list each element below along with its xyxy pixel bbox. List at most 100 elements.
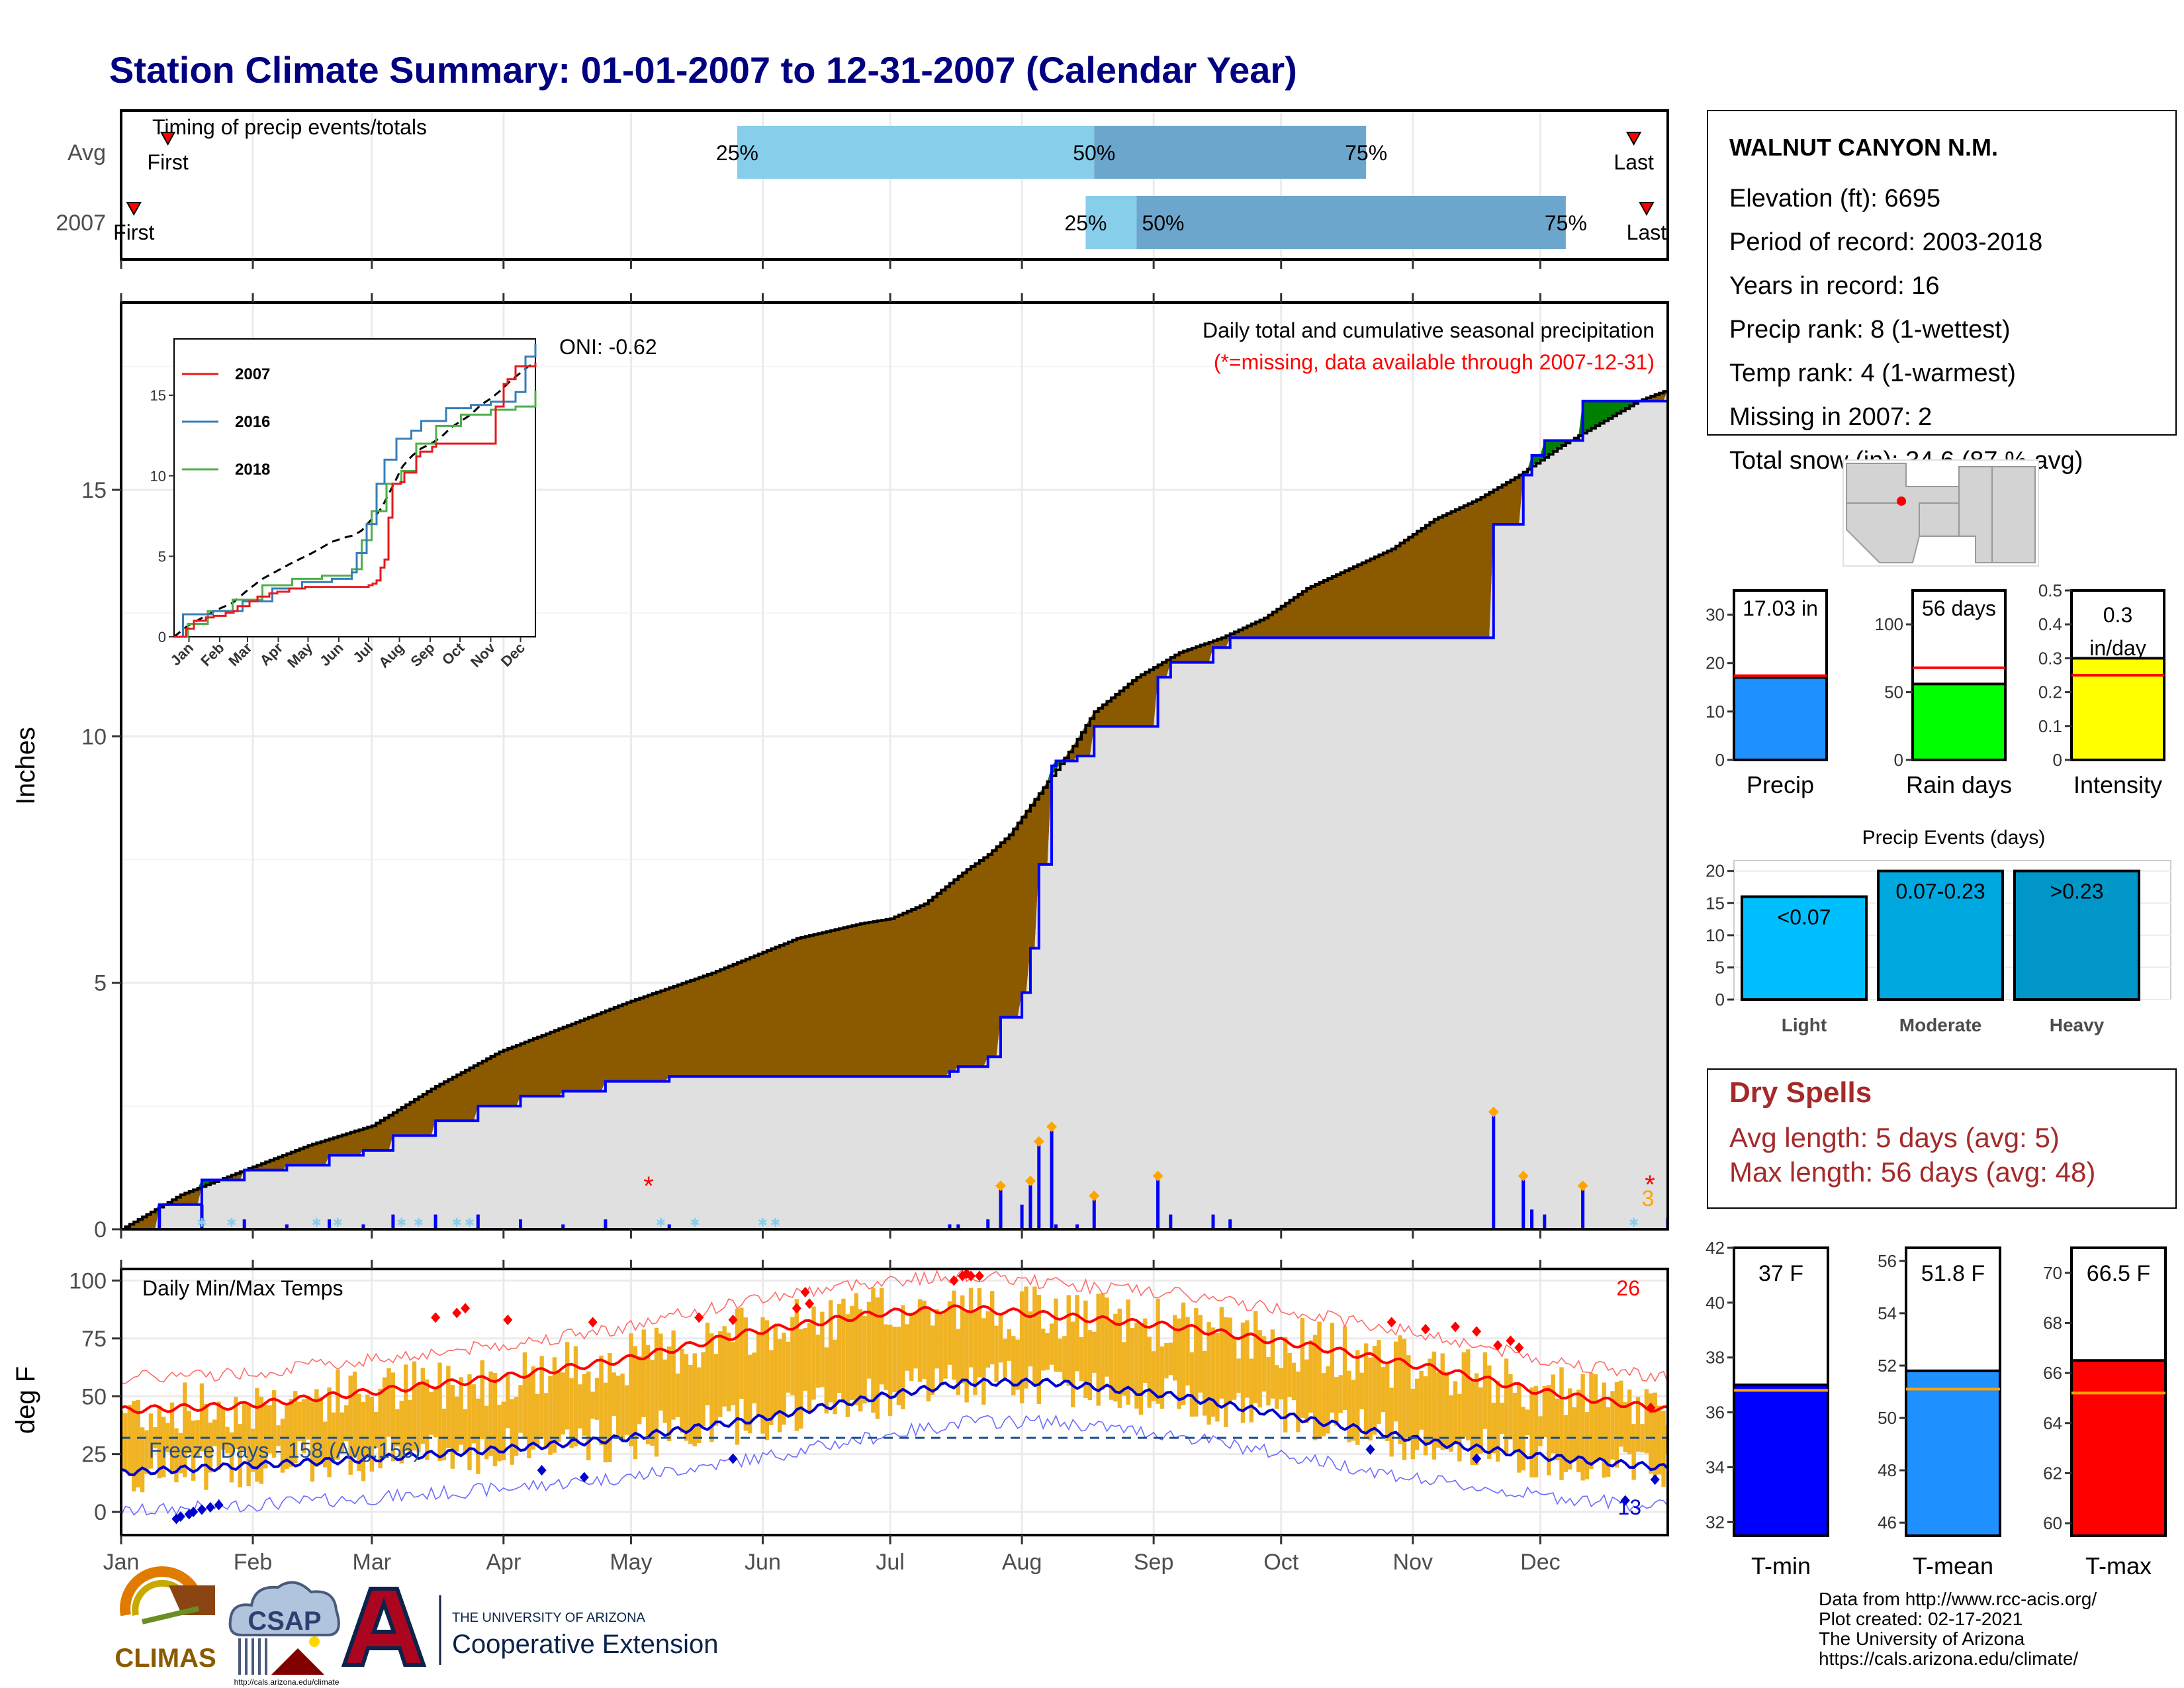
timing-bar-25-50 (737, 126, 1095, 179)
events-tick-label: 15 (1706, 893, 1725, 913)
daily-precip-bar (986, 1219, 990, 1229)
footer-credits: Data from http://www.rcc-acis.org/Plot c… (1819, 1589, 2097, 1669)
daily-precip-bar (1156, 1180, 1160, 1229)
temp-range-bar (1428, 1358, 1432, 1442)
record-high-marker (1387, 1317, 1396, 1328)
events-bar-label: <0.07 (1778, 906, 1831, 929)
temp-range-bar (931, 1325, 935, 1395)
temp-range-bar (369, 1397, 374, 1472)
daily-precip-bar (1492, 1115, 1496, 1229)
record-low-marker (1620, 1495, 1630, 1506)
temp-range-bar (301, 1399, 306, 1454)
temp-range-bar (1164, 1342, 1169, 1379)
temp-range-bar (807, 1323, 812, 1414)
temp-range-bar (569, 1378, 574, 1448)
footer-line: Plot created: 02-17-2021 (1819, 1609, 2023, 1629)
station-info-line: Elevation (ft): 6695 (1729, 185, 1940, 212)
temp-range-bar (1610, 1391, 1615, 1460)
temp-range-bar (484, 1405, 489, 1460)
csap-logo: CSAP http://cals.arizona.edu/climate (228, 1581, 340, 1687)
temp-range-bar (1487, 1365, 1492, 1459)
events-category-label: Light (1782, 1015, 1827, 1035)
temp-range-bar (1338, 1375, 1343, 1413)
temp-range-bar (212, 1419, 217, 1446)
events-tick-label: 5 (1715, 957, 1725, 977)
temp-range-bar (425, 1379, 430, 1460)
temp-bar-tick-label: 36 (1706, 1403, 1725, 1423)
timing-p25-label: 25% (1064, 211, 1107, 235)
events-bar (1877, 869, 2004, 1001)
temp-range-bar (1436, 1372, 1441, 1448)
temp-range-bar (1334, 1377, 1339, 1426)
temp-range-bar (1533, 1385, 1539, 1477)
snow-marker: ✱ (197, 1216, 206, 1229)
temp-range-bar (1185, 1317, 1190, 1386)
temp-range-bar (1198, 1315, 1203, 1393)
temp-range-bar (1300, 1318, 1305, 1418)
inset-y-tick-label: 10 (150, 468, 166, 485)
dry-spells-box: Dry Spells Avg length: 5 days (avg: 5) M… (1707, 1068, 2177, 1209)
temp-range-bar (815, 1335, 821, 1388)
temp-range-bar (497, 1405, 502, 1462)
inset-line-2018 (174, 390, 537, 638)
record-low-marker (728, 1453, 738, 1464)
temp-range-bar (259, 1397, 264, 1484)
temp-range-bar (1359, 1372, 1364, 1410)
station-location-dot (1897, 496, 1906, 506)
temp-bar-chart-tmax: 60 62 64 66 68 70 66.5 F T-max (2043, 1246, 2167, 1579)
daily-precip-bar (1530, 1209, 1534, 1229)
month-label: Oct (1263, 1550, 1298, 1575)
temp-bar-tick-label: 70 (2043, 1263, 2062, 1283)
temp-range-bar (1049, 1323, 1054, 1365)
temp-range-bar (1491, 1403, 1496, 1454)
temp-range-bar (420, 1368, 426, 1444)
temp-range-bar (501, 1401, 506, 1461)
temp-range-bar (336, 1370, 340, 1460)
temp-range-bar (510, 1399, 514, 1465)
temp-range-bar (220, 1409, 226, 1450)
temp-range-bar (608, 1353, 612, 1462)
temp-range-bar (1363, 1343, 1369, 1440)
precip-events-chart: Precip Events (days) 0 5 10 15 20 <0.07 Light 0.… (1706, 827, 2171, 1035)
daily-precip-bar (1050, 1131, 1054, 1229)
temp-range-bar (960, 1295, 965, 1383)
temp-range-bar (561, 1372, 565, 1434)
temp-range-bar (943, 1311, 948, 1379)
precip-below-average-area (121, 389, 1668, 1229)
temp-range-bar (841, 1298, 846, 1403)
daily-precip-bars: ✱ ✱ ✱ ✱ ✱ ✱ ✱ ✱ ✱ ✱ ✱ ✱ ✱ (158, 1106, 1668, 1229)
daily-precip-bar (667, 1224, 671, 1229)
temp-range-bar (229, 1432, 234, 1483)
temp-range-bar (620, 1373, 625, 1440)
record-high-marker (800, 1286, 810, 1297)
small-bar-chart-rain-days: 0 50 100 56 days Rain days (1875, 589, 2012, 798)
temp-range-bar (629, 1333, 633, 1446)
record-low-marker (175, 1511, 185, 1523)
daily-precip-bar (999, 1190, 1003, 1229)
temp-range-bar (667, 1346, 672, 1442)
record-low-count: 13 (1617, 1495, 1641, 1519)
events-category-label: Heavy (2050, 1015, 2105, 1035)
temp-range-bar (913, 1312, 918, 1369)
daily-precip-bar (1228, 1219, 1232, 1229)
temp-range-bar (1219, 1307, 1224, 1399)
events-title: Precip Events (days) (1862, 827, 2046, 849)
snow-marker: ✱ (690, 1216, 700, 1229)
temp-range-bar (352, 1371, 357, 1457)
timing-last-marker (1639, 202, 1655, 216)
temp-range-bar (1466, 1349, 1471, 1440)
temp-range-bar (1109, 1320, 1114, 1400)
record-daily-precip-marker (1046, 1121, 1058, 1133)
temp-range-bar (1206, 1322, 1211, 1425)
temp-range-bar (947, 1301, 952, 1365)
temp-bar-tick-label: 54 (1878, 1303, 1897, 1323)
record-daily-precip-marker (1152, 1170, 1163, 1182)
temp-range-bar (1232, 1337, 1237, 1400)
record-high-marker (588, 1317, 598, 1328)
temp-bar-tick-label: 42 (1706, 1238, 1725, 1258)
small-bar-value (1733, 676, 1828, 762)
temp-range-bar (1368, 1357, 1373, 1441)
station-info-line: Temp rank: 4 (1-warmest) (1729, 359, 2016, 387)
temp-range-bar (1351, 1380, 1356, 1441)
inset-legend-label: 2016 (235, 413, 270, 431)
